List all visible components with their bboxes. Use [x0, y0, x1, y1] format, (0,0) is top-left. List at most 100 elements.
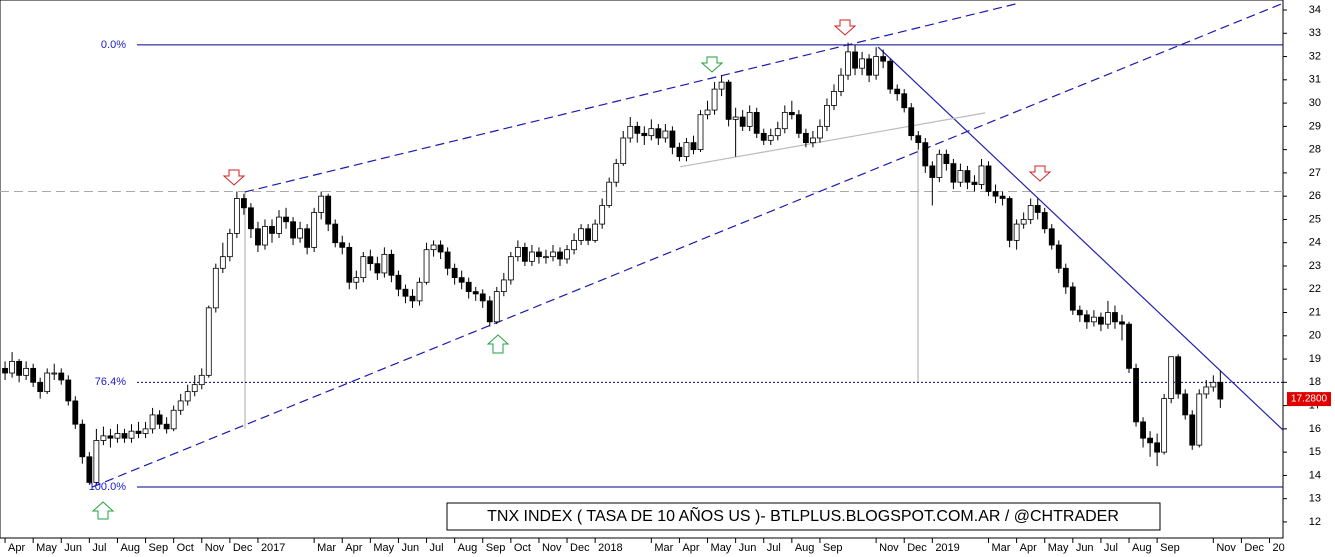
- x-tick-label: Apr: [345, 542, 362, 554]
- candle-body: [402, 288, 409, 297]
- candle-body: [725, 81, 732, 120]
- candle-body: [51, 372, 58, 375]
- candle-body: [416, 281, 423, 302]
- candle-body: [184, 391, 191, 402]
- candle-body: [100, 435, 107, 441]
- candle-body: [1098, 316, 1104, 325]
- x-tick-label: 2018: [598, 542, 622, 554]
- candle-body: [332, 223, 339, 244]
- candle-body: [915, 135, 922, 144]
- candle-body: [44, 372, 51, 393]
- x-tick-label: Apr: [1020, 542, 1037, 554]
- y-tick-label: 16: [1309, 423, 1321, 435]
- chart-title: TNX INDEX ( TASA DE 10 AÑOS US )- BTLPLU…: [487, 505, 1119, 525]
- candle-body: [37, 381, 44, 393]
- x-tick-label: Jul: [767, 542, 781, 554]
- candle-body: [641, 132, 648, 137]
- candle-body: [788, 111, 795, 116]
- overlays: [0, 2, 1283, 488]
- candle-body: [353, 277, 360, 283]
- candle-body: [1006, 198, 1013, 241]
- candle-body: [662, 130, 669, 139]
- candle-body: [360, 256, 367, 279]
- candle-body: [135, 430, 142, 434]
- candle-body: [964, 170, 971, 183]
- candle-body: [627, 125, 634, 139]
- candle-body: [957, 170, 964, 183]
- candle-body: [1182, 393, 1189, 416]
- candle-body: [529, 251, 535, 262]
- y-tick-label: 15: [1309, 446, 1321, 458]
- y-tick-label: 33: [1309, 27, 1321, 39]
- candle-body: [30, 367, 37, 383]
- x-tick-label: Dec: [570, 542, 590, 554]
- candle-body: [992, 191, 999, 197]
- candle-body: [613, 163, 620, 183]
- x-tick-label: Apr: [8, 542, 25, 554]
- candle-body: [1140, 421, 1146, 439]
- candle-body: [1034, 205, 1041, 213]
- y-tick-label: 14: [1309, 469, 1321, 481]
- candle-body: [262, 226, 268, 246]
- y-tick-label: 28: [1309, 144, 1321, 156]
- candle-body: [191, 384, 198, 393]
- candle-body: [1217, 381, 1224, 400]
- candle-body: [852, 51, 858, 69]
- candle-body: [9, 360, 15, 374]
- arrow-up-green: [91, 501, 115, 520]
- candle-body: [781, 111, 788, 130]
- candle-body: [1112, 312, 1118, 323]
- x-tick-label: Jul: [430, 542, 444, 554]
- trendline: [877, 46, 1283, 431]
- candle-body: [536, 251, 542, 258]
- x-tick-label: Jul: [1104, 542, 1118, 554]
- candle-body: [690, 142, 697, 151]
- candle-body: [669, 130, 676, 148]
- candle-body: [290, 221, 296, 239]
- y-tick-label: 12: [1309, 516, 1321, 528]
- x-tick-label: Mar: [317, 542, 336, 554]
- x-tick-label: 2017: [261, 542, 285, 554]
- candle-body: [465, 281, 472, 292]
- candle-body: [367, 256, 374, 265]
- candle-body: [318, 195, 325, 213]
- candle-body: [922, 142, 929, 167]
- candle-body: [233, 198, 240, 234]
- candle-body: [817, 125, 823, 139]
- candle-body: [746, 111, 753, 127]
- candle-body: [894, 88, 901, 95]
- candle-body: [1055, 244, 1062, 269]
- candle-body: [388, 253, 395, 276]
- x-tick-label: Aug: [458, 542, 478, 554]
- candle-body: [564, 249, 570, 260]
- y-tick-label: 27: [1309, 167, 1321, 179]
- y-tick-label: 34: [1309, 4, 1321, 16]
- candle-body: [655, 128, 662, 139]
- candle-body: [79, 423, 86, 458]
- y-tick-label: 13: [1309, 493, 1321, 505]
- candle-body: [859, 58, 865, 69]
- candle-body: [423, 249, 430, 283]
- candle-body: [212, 267, 219, 309]
- candle-body: [557, 251, 563, 260]
- candle-body: [479, 293, 486, 302]
- x-tick-label: Aug: [120, 542, 140, 554]
- candle-body: [1147, 437, 1153, 444]
- candle-body: [1105, 312, 1111, 325]
- fib-label: 100.0%: [89, 481, 127, 493]
- candle-body: [1154, 442, 1161, 453]
- candle-body: [72, 400, 79, 425]
- x-tick-label: Dec: [1244, 542, 1264, 554]
- candle-body: [1083, 314, 1090, 323]
- trendline: [679, 112, 986, 168]
- x-tick-label: Sep: [486, 542, 506, 554]
- candle-body: [269, 226, 275, 234]
- candle-body: [585, 228, 592, 241]
- candle-body: [283, 216, 289, 223]
- y-tick-label: 32: [1309, 50, 1321, 62]
- candle-body: [1048, 228, 1055, 246]
- x-tick-label: May: [711, 542, 732, 554]
- candle-body: [978, 165, 985, 185]
- candle-body: [697, 114, 704, 151]
